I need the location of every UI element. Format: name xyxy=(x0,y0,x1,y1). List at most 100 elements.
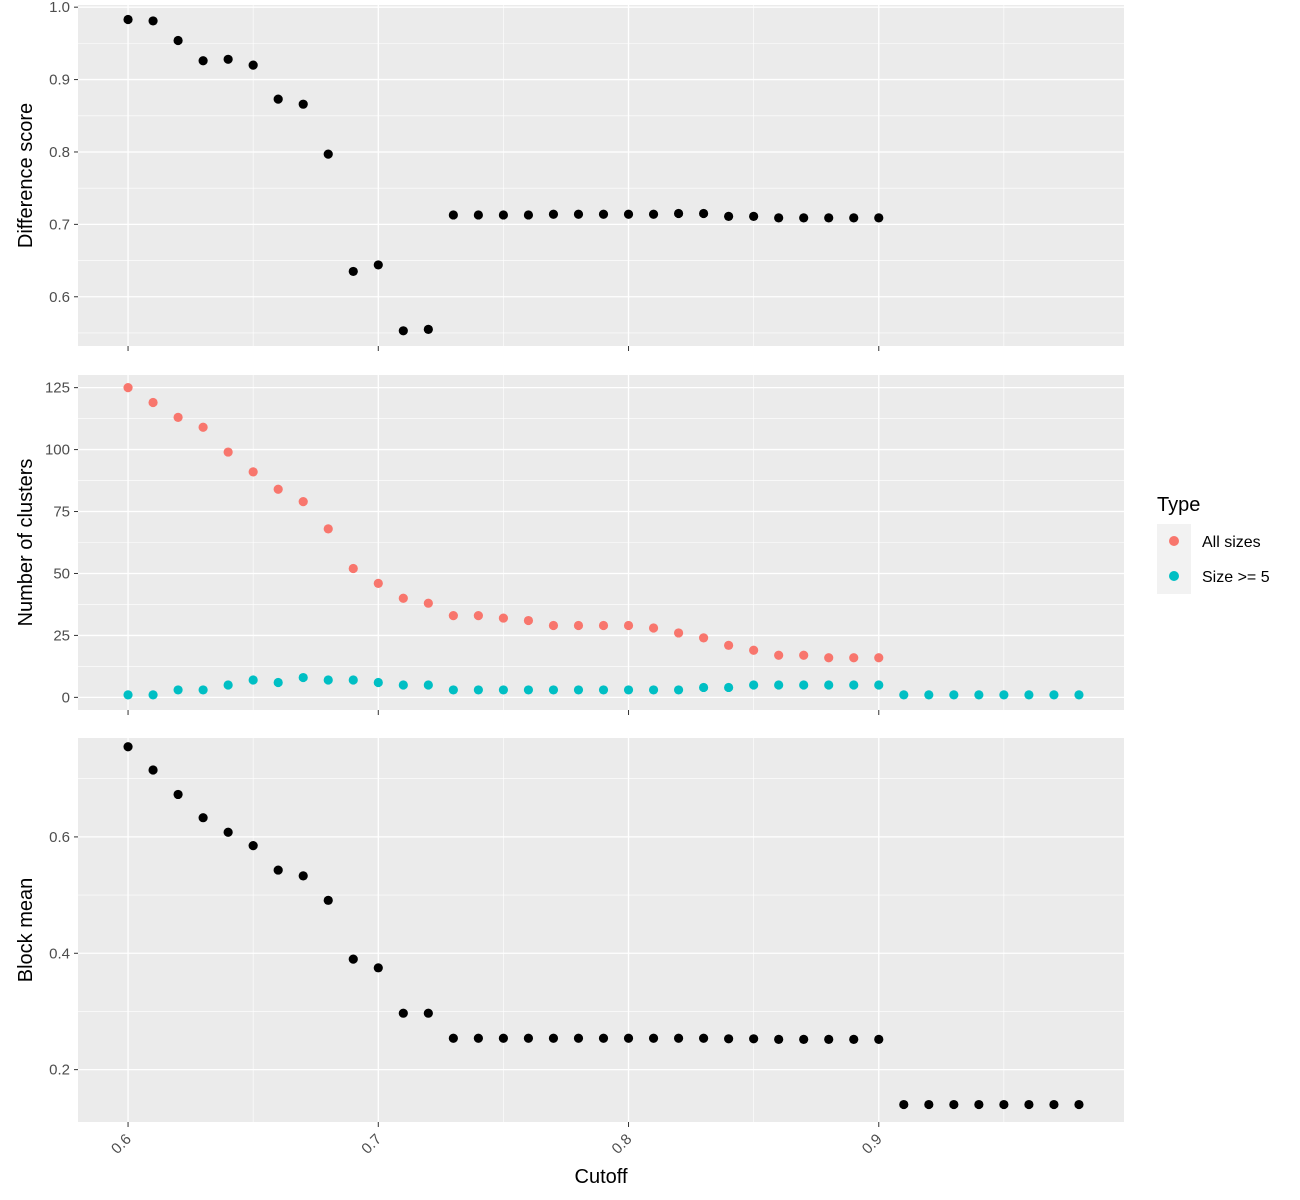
data-point xyxy=(373,578,383,588)
data-point xyxy=(148,765,158,775)
data-point xyxy=(648,623,659,633)
data-point xyxy=(648,685,659,695)
data-point xyxy=(849,213,859,223)
data-point xyxy=(123,742,133,752)
data-point xyxy=(1049,690,1059,700)
data-point xyxy=(824,680,834,690)
data-point xyxy=(648,209,659,219)
data-point xyxy=(924,1099,934,1110)
data-point xyxy=(874,213,884,223)
series-1 xyxy=(123,14,884,336)
data-point xyxy=(799,213,809,223)
data-point xyxy=(273,484,283,494)
data-point xyxy=(248,60,258,70)
data-point xyxy=(198,685,208,695)
data-point xyxy=(423,680,433,690)
panel-background xyxy=(78,5,1124,346)
data-point xyxy=(323,895,333,905)
data-point xyxy=(849,653,859,663)
y-tick-label: 0.9 xyxy=(49,72,70,89)
y-axis-title: Number of clusters xyxy=(15,459,37,627)
panel-background xyxy=(78,738,1124,1122)
panel-2: 0 25 50 75 100 125 Number of clusters xyxy=(15,375,1124,715)
data-point xyxy=(523,1033,534,1043)
data-point xyxy=(874,680,884,690)
data-point xyxy=(498,1033,509,1043)
x-tick-label: 0.7 xyxy=(358,1131,385,1158)
data-point xyxy=(949,1099,959,1110)
y-tick-label: 0.2 xyxy=(49,1062,70,1079)
data-point xyxy=(648,1033,659,1043)
y-tick-label: 50 xyxy=(53,565,70,582)
y-tick-label: 0.7 xyxy=(49,216,70,233)
legend-key-all-sizes xyxy=(1169,536,1179,546)
data-point xyxy=(874,1034,884,1044)
data-point xyxy=(548,209,559,219)
data-point xyxy=(724,211,734,222)
data-point xyxy=(173,35,183,46)
data-point xyxy=(899,690,909,700)
data-point xyxy=(598,1033,609,1043)
legend: Type All sizes Size >= 5 xyxy=(1157,494,1270,594)
x-axis: 0.6 0.7 0.8 0.9 xyxy=(108,1131,885,1158)
data-point xyxy=(698,633,709,643)
data-point xyxy=(523,210,534,220)
data-point xyxy=(473,685,483,695)
y-tick-label: 0.6 xyxy=(49,289,70,306)
data-point xyxy=(448,610,458,621)
data-point xyxy=(1024,690,1034,700)
data-point xyxy=(298,497,308,507)
data-point xyxy=(548,620,559,631)
data-point xyxy=(123,14,133,25)
x-axis-title: Cutoff xyxy=(575,1166,628,1188)
data-point xyxy=(623,620,634,631)
data-point xyxy=(1074,690,1084,700)
y-tick-label: 25 xyxy=(53,627,70,644)
data-point xyxy=(824,1034,834,1044)
data-point xyxy=(673,208,684,219)
data-point xyxy=(123,690,133,700)
data-point xyxy=(298,672,308,683)
data-point xyxy=(148,16,158,26)
x-tick-label: 0.9 xyxy=(859,1131,886,1158)
data-point xyxy=(223,680,233,690)
data-point xyxy=(1049,1099,1059,1110)
data-point xyxy=(248,675,258,685)
data-point xyxy=(173,412,183,422)
data-point xyxy=(498,685,509,695)
data-point xyxy=(373,963,383,973)
data-point xyxy=(298,99,308,109)
data-point xyxy=(573,209,584,219)
series-1 xyxy=(123,383,884,663)
data-point xyxy=(1074,1099,1084,1110)
data-point xyxy=(673,1033,684,1043)
data-point xyxy=(724,640,734,650)
data-point xyxy=(273,677,283,688)
data-point xyxy=(473,1033,483,1043)
data-point xyxy=(448,685,458,695)
panel-3: 0.2 0.4 0.6 Block mean xyxy=(15,738,1124,1127)
data-point xyxy=(323,149,333,159)
series-2 xyxy=(123,672,1084,700)
data-point xyxy=(398,680,408,690)
data-point xyxy=(448,210,458,220)
data-point xyxy=(999,690,1009,700)
data-point xyxy=(373,260,383,270)
data-point xyxy=(223,54,233,64)
data-point xyxy=(598,685,609,695)
data-point xyxy=(974,690,984,700)
data-point xyxy=(198,422,208,432)
data-point xyxy=(799,680,809,690)
data-point xyxy=(148,690,158,700)
data-point xyxy=(749,1034,759,1044)
data-point xyxy=(673,685,684,695)
data-point xyxy=(423,324,433,334)
legend-label-size-5: Size >= 5 xyxy=(1202,569,1270,586)
data-point xyxy=(623,209,634,219)
series-1 xyxy=(123,742,1084,1110)
data-point xyxy=(824,213,834,223)
data-point xyxy=(974,1099,984,1110)
y-tick-label: 100 xyxy=(45,442,70,459)
data-point xyxy=(273,865,283,875)
